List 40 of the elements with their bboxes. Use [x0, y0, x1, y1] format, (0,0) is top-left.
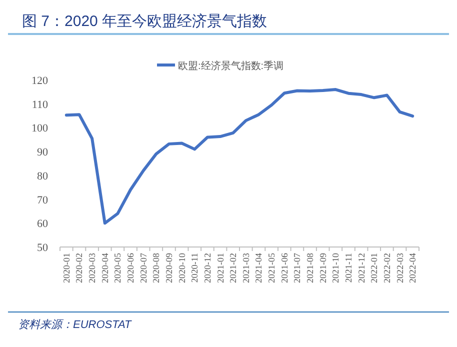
x-tick-label: 2020-10 — [176, 252, 187, 283]
x-tick-label: 2020-02 — [74, 253, 84, 283]
y-tick-label: 120 — [32, 75, 48, 87]
x-tick-label: 2021-12 — [356, 253, 366, 283]
x-tick-label: 2020-09 — [164, 252, 174, 283]
x-tick-label: 2020-03 — [87, 252, 98, 283]
chart-title: 图 7：2020 年至今欧盟经济景气指数 — [22, 13, 268, 30]
x-tick-label: 2021-03 — [240, 252, 251, 283]
x-tick-label: 2021-06 — [279, 252, 290, 283]
x-tick-label: 2021-01 — [215, 253, 226, 283]
legend-label: 欧盟:经济景气指数:季调 — [178, 60, 284, 72]
x-tick-label: 2021-04 — [254, 252, 264, 283]
x-tick-label: 2021-07 — [292, 252, 302, 283]
x-tick-label: 2020-11 — [190, 253, 200, 283]
x-tick-label: 2020-12 — [202, 253, 212, 283]
x-tick-label: 2021-09 — [318, 252, 328, 283]
line-series — [64, 88, 414, 225]
x-tick-label: 2022-03 — [394, 252, 405, 283]
x-tick-label: 2021-02 — [228, 253, 238, 283]
y-tick-label: 70 — [37, 194, 48, 206]
x-tick-label: 2020-05 — [112, 252, 123, 283]
y-tick-label: 60 — [37, 218, 48, 230]
x-tick-label: 2022-01 — [369, 253, 380, 283]
y-tick-label: 110 — [32, 98, 48, 111]
x-tick-label: 2021-08 — [305, 252, 316, 283]
y-tick-label: 80 — [37, 170, 48, 182]
y-tick-label: 100 — [32, 122, 48, 135]
x-tick-label: 2021-11 — [343, 253, 354, 283]
x-tick-label: 2020-08 — [151, 252, 162, 283]
y-tick-label: 90 — [37, 146, 48, 159]
x-tick-label: 2022-02 — [382, 253, 392, 283]
x-tick-label: 2021-10 — [330, 252, 341, 283]
x-tick-label: 2022-04 — [408, 252, 418, 283]
x-tick-label: 2020-06 — [126, 252, 136, 283]
y-tick-label: 50 — [37, 242, 48, 254]
x-tick-label: 2021-05 — [266, 252, 277, 283]
text: 资料来源：EUROSTAT — [18, 318, 133, 331]
x-tick-label: 2020-07 — [138, 252, 148, 283]
x-tick-label: 2020-04 — [100, 252, 110, 283]
x-tick-label: 2020-01 — [61, 253, 72, 283]
